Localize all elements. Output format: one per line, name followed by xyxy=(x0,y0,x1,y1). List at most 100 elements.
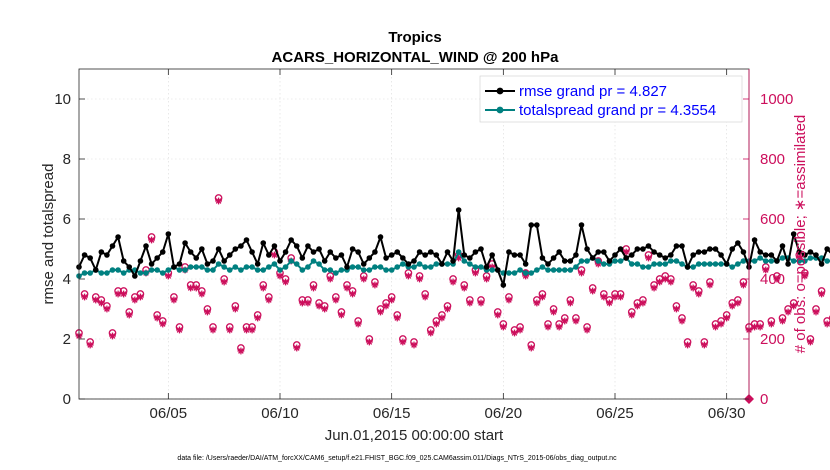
totalspread-point xyxy=(165,267,172,273)
obs-assimilated-stroke xyxy=(405,273,412,279)
totalspread-point xyxy=(282,264,289,270)
obs-assimilated-stroke xyxy=(243,327,250,333)
obs-assimilated-point xyxy=(421,293,429,301)
totalspread-point xyxy=(656,261,663,267)
rmse-point xyxy=(282,249,289,255)
y-right-tick-label: 0 xyxy=(760,391,768,408)
rmse-point xyxy=(500,282,507,288)
obs-assimilated-stroke xyxy=(277,273,283,279)
obs-assimilated-stroke xyxy=(411,342,417,348)
totalspread-point xyxy=(662,261,669,267)
rmse-point xyxy=(634,246,641,252)
totalspread-point xyxy=(327,267,334,273)
obs-assimilated-stroke xyxy=(171,297,177,303)
y-tick-label: 4 xyxy=(63,271,71,288)
x-tick-label: 06/15 xyxy=(373,405,411,422)
rmse-point xyxy=(154,255,160,261)
obs-assimilated-point xyxy=(86,341,94,349)
obs-assimilated-point xyxy=(444,305,451,313)
obs-assimilated-point xyxy=(706,281,714,289)
obs-assimilated-stroke xyxy=(265,297,272,303)
rmse-point xyxy=(377,234,384,240)
totalspread-point xyxy=(98,270,105,276)
obs-assimilated-point xyxy=(259,284,267,292)
totalspread-point xyxy=(433,261,440,267)
obs-assimilated-point xyxy=(432,320,440,328)
obs-assimilated-point xyxy=(740,281,747,289)
rmse-point xyxy=(712,246,719,252)
totalspread-point xyxy=(271,261,278,267)
totalspread-point xyxy=(757,255,763,261)
obs-assimilated-point xyxy=(265,296,273,304)
obs-assimilated-stroke xyxy=(187,285,194,291)
obs-assimilated-stroke xyxy=(656,279,663,285)
obs-assimilated-stroke xyxy=(690,285,697,291)
rmse-point xyxy=(751,237,758,243)
obs-assimilated-point xyxy=(125,311,133,319)
obs-assimilated-stroke xyxy=(293,345,300,351)
obs-assimilated-point xyxy=(611,293,619,301)
rmse-point xyxy=(221,258,227,264)
obs-assimilated-stroke xyxy=(494,312,501,318)
rmse-point xyxy=(98,249,105,255)
y-right-tick-label: 800 xyxy=(760,151,785,168)
obs-assimilated-point xyxy=(801,272,809,280)
rmse-point xyxy=(249,249,255,255)
obs-assimilated-stroke xyxy=(126,312,133,318)
obs-assimilated-point xyxy=(377,308,384,316)
obs-assimilated-stroke xyxy=(104,306,110,312)
obs-assimilated-point xyxy=(606,299,613,307)
obs-assimilated-point xyxy=(790,302,798,310)
totalspread-point xyxy=(243,264,250,270)
obs-assimilated-stroke xyxy=(634,303,641,309)
obs-assimilated-stroke xyxy=(198,291,205,297)
legend-box xyxy=(479,75,743,123)
obs-assimilated-stroke xyxy=(416,276,423,282)
rmse-point xyxy=(455,207,462,213)
obs-assimilated-stroke xyxy=(667,279,674,285)
obs-assimilated-stroke xyxy=(824,321,830,327)
totalspread-point xyxy=(735,261,741,267)
obs-assimilated-stroke xyxy=(506,297,512,303)
totalspread-point xyxy=(182,267,188,273)
rmse-point xyxy=(802,252,808,258)
obs-assimilated-stroke xyxy=(740,282,747,288)
totalspread-point xyxy=(238,267,244,273)
obs-assimilated-point xyxy=(276,272,284,280)
x-tick-labels: 06/05 06/10 06/15 06/20 06/25 06/30 xyxy=(150,405,746,422)
totalspread-point xyxy=(561,267,568,273)
totalspread-point xyxy=(176,267,183,273)
legend-rmse-label: rmse grand pr = 4.827 xyxy=(519,83,667,100)
totalspread-point xyxy=(545,267,551,273)
rmse-point xyxy=(701,249,708,255)
rmse-point xyxy=(522,261,529,267)
rmse-point xyxy=(589,255,596,261)
rmse-point xyxy=(623,255,629,261)
obs-assimilated-point xyxy=(282,278,289,286)
totalspread-point xyxy=(751,258,758,264)
rmse-point xyxy=(137,258,144,264)
chart-title: Tropics xyxy=(388,29,441,46)
totalspread-point xyxy=(266,264,272,270)
rmse-point xyxy=(723,261,730,267)
rmse-point xyxy=(606,258,613,264)
obs-assimilated-stroke xyxy=(561,318,568,324)
totalspread-point xyxy=(522,270,529,276)
obs-assimilated-point xyxy=(728,302,736,310)
rmse-point xyxy=(807,249,814,255)
totalspread-point xyxy=(349,264,356,270)
x-tick-label: 06/30 xyxy=(708,405,746,422)
y-axis-label-right: # of obs: o=possible; ∗=assimilated xyxy=(792,115,809,354)
obs-assimilated-stroke xyxy=(327,276,334,282)
obs-assimilated-stroke xyxy=(734,300,741,306)
y-right-tick-label: 600 xyxy=(760,211,785,228)
rmse-point xyxy=(400,255,406,261)
totalspread-point xyxy=(467,261,473,267)
obs-assimilated-stroke xyxy=(399,339,406,345)
rmse-point xyxy=(729,246,736,252)
totalspread-point xyxy=(612,258,618,264)
totalspread-point xyxy=(461,258,468,264)
obs-assimilated-stroke xyxy=(584,327,590,333)
obs-assimilated-point xyxy=(304,299,312,307)
